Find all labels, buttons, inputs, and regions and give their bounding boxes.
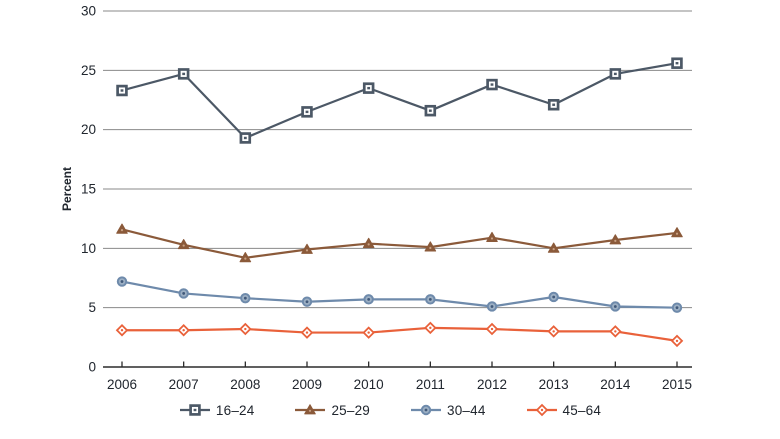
data-point-marker — [671, 57, 683, 69]
x-tick-label: 2009 — [292, 377, 322, 392]
data-point-marker — [486, 301, 498, 312]
legend-label: 45–64 — [562, 402, 602, 418]
legend-marker-diamond-icon — [526, 403, 557, 417]
y-tick-label: 0 — [88, 360, 96, 375]
data-point-marker — [609, 234, 622, 245]
data-point-marker — [670, 334, 684, 348]
data-point-marker — [304, 404, 317, 415]
data-point-marker — [116, 84, 128, 97]
y-tick-label: 15 — [81, 182, 96, 197]
data-point-marker — [609, 325, 622, 338]
legend-item: 16–24 — [179, 403, 255, 418]
legend-label: 25–29 — [331, 402, 370, 418]
data-point-marker — [486, 231, 498, 243]
data-point-marker — [424, 104, 437, 117]
data-point-marker — [362, 237, 375, 248]
data-point-marker — [362, 326, 375, 339]
legend-marker-triangle-icon — [295, 404, 326, 415]
data-point-marker — [548, 291, 559, 303]
data-point-marker — [485, 322, 499, 336]
x-tick-label: 2006 — [107, 377, 137, 392]
y-tick-label: 30 — [81, 4, 96, 19]
data-point-marker — [547, 325, 560, 338]
x-tick-label: 2014 — [600, 377, 631, 392]
series-line — [120, 62, 679, 140]
data-point-marker — [177, 238, 190, 250]
data-point-marker — [300, 326, 314, 339]
data-point-marker — [420, 404, 432, 416]
data-point-marker — [424, 321, 437, 335]
data-point-marker — [547, 242, 560, 253]
y-tick-label: 5 — [88, 300, 96, 315]
data-point-marker — [177, 323, 190, 337]
legend-label: 30–44 — [447, 402, 486, 418]
data-point-marker — [547, 98, 560, 111]
data-point-marker — [671, 227, 683, 238]
legend-label: 16–24 — [215, 402, 255, 418]
data-point-marker — [240, 292, 251, 304]
data-point-marker — [486, 78, 498, 91]
x-tick-label: 2012 — [477, 377, 507, 392]
data-point-marker — [239, 252, 252, 263]
data-point-marker — [189, 404, 201, 416]
series-line — [120, 326, 679, 342]
data-point-marker — [671, 302, 683, 313]
series-line — [120, 280, 679, 309]
chart-legend: 16–24 25–29 30–44 45–64 — [0, 399, 780, 421]
legend-item: 25–29 — [294, 403, 370, 418]
data-point-marker — [177, 68, 190, 80]
legend-item: 45–64 — [526, 403, 602, 418]
data-point-marker — [424, 241, 437, 252]
data-point-marker — [178, 288, 189, 299]
data-point-marker — [301, 106, 313, 118]
x-tick-label: 2015 — [662, 377, 692, 392]
y-tick-label: 20 — [81, 122, 96, 137]
data-point-marker — [609, 68, 622, 80]
data-point-marker — [425, 294, 436, 305]
data-point-marker — [535, 403, 548, 417]
x-tick-label: 2013 — [539, 377, 569, 392]
data-point-marker — [239, 132, 252, 144]
x-tick-label: 2010 — [354, 377, 384, 392]
data-point-marker — [116, 276, 128, 287]
legend-marker-square-icon — [179, 404, 210, 416]
data-point-marker — [239, 322, 252, 336]
series-line — [120, 228, 679, 259]
legend-item: 30–44 — [410, 403, 486, 418]
data-point-marker — [116, 223, 128, 234]
data-point-marker — [301, 243, 313, 254]
data-point-marker — [362, 82, 375, 94]
x-tick-label: 2008 — [230, 377, 260, 392]
data-point-marker — [363, 294, 374, 305]
y-tick-label: 10 — [81, 241, 96, 256]
x-tick-label: 2007 — [169, 377, 199, 392]
data-point-marker — [301, 296, 313, 307]
legend-marker-circle-icon — [411, 404, 441, 416]
y-axis-title: Percent — [60, 167, 74, 211]
y-tick-label: 25 — [81, 63, 96, 78]
data-point-marker — [115, 323, 129, 337]
data-point-marker — [610, 301, 621, 312]
x-tick-label: 2011 — [416, 377, 445, 392]
